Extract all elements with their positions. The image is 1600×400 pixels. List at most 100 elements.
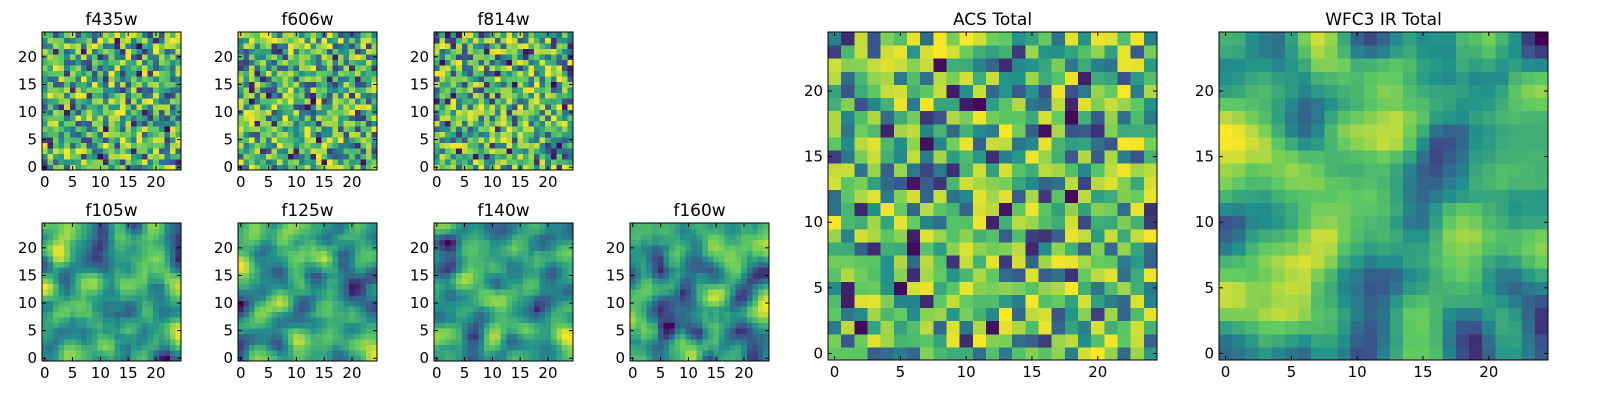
heatmap-cell — [119, 48, 126, 55]
heatmap-cell — [69, 43, 76, 50]
heatmap-cell — [53, 92, 60, 99]
heatmap-cell — [108, 278, 115, 285]
heatmap-cell — [456, 48, 463, 55]
heatmap-cell — [456, 327, 463, 334]
heatmap-cell — [696, 300, 703, 307]
heatmap-cell — [735, 261, 742, 268]
heatmap-cell — [47, 32, 54, 39]
heatmap-cell — [276, 125, 283, 132]
heatmap-cell — [58, 272, 65, 279]
heatmap-cell — [763, 311, 770, 318]
heatmap-cell — [691, 311, 698, 318]
heatmap-cell — [730, 311, 737, 318]
heatmap-cell — [959, 294, 974, 309]
heatmap-cell — [556, 228, 563, 235]
heatmap-cell — [828, 320, 842, 335]
heatmap-cell — [534, 65, 541, 72]
heatmap-cell — [718, 355, 726, 362]
heatmap-cell — [42, 228, 49, 235]
heatmap-cell — [75, 136, 82, 143]
heatmap-cell — [299, 87, 306, 94]
heatmap-cell — [321, 338, 328, 345]
heatmap-cell — [1051, 189, 1066, 204]
heatmap-cell — [445, 327, 452, 334]
heatmap-cell — [169, 283, 176, 290]
heatmap-cell — [282, 239, 289, 246]
heatmap-cell — [1104, 241, 1119, 256]
heatmap-cell — [80, 305, 87, 312]
heatmap-cell — [495, 76, 502, 83]
heatmap-cell — [338, 59, 345, 66]
heatmap-cell — [567, 59, 574, 66]
heatmap-cell — [282, 98, 289, 105]
heatmap-cell — [500, 120, 507, 127]
heatmap-cell — [164, 327, 171, 334]
heatmap-cell — [478, 272, 485, 279]
heatmap-cell — [276, 98, 283, 105]
heatmap-cell — [92, 234, 99, 241]
heatmap-cell — [539, 147, 546, 154]
heatmap-cell — [550, 355, 557, 362]
heatmap-cell — [674, 228, 681, 235]
heatmap-cell — [238, 278, 245, 285]
heatmap-cell — [92, 289, 99, 296]
heatmap-cell — [42, 131, 49, 138]
heatmap-cell — [854, 268, 868, 282]
heatmap-cell — [657, 228, 664, 235]
heatmap-cell — [528, 120, 535, 127]
heatmap-cell — [539, 261, 546, 268]
heatmap-cell — [478, 289, 485, 296]
heatmap-cell — [64, 327, 71, 334]
heatmap-cell — [164, 131, 171, 138]
heatmap-cell — [534, 289, 541, 296]
heatmap-cell — [746, 228, 753, 235]
heatmap-cell — [119, 349, 126, 356]
heatmap-cell — [304, 311, 311, 318]
heatmap-cell — [707, 327, 714, 334]
heatmap-cell — [696, 256, 703, 263]
heatmap-cell — [545, 256, 552, 263]
heatmap-cell — [271, 289, 278, 296]
heatmap-cell — [360, 59, 367, 66]
heatmap-cell — [752, 349, 759, 356]
heatmap-cell — [757, 223, 764, 230]
heatmap-cell — [484, 305, 491, 312]
heatmap-cell — [175, 120, 182, 127]
heatmap-cell — [169, 37, 176, 44]
heatmap-cell — [58, 355, 65, 362]
heatmap-cell — [42, 311, 49, 318]
heatmap-cell — [243, 239, 250, 246]
heatmap-cell — [450, 300, 457, 307]
heatmap-cell — [539, 300, 546, 307]
heatmap-cell — [260, 70, 267, 77]
heatmap-cell — [265, 43, 272, 50]
heatmap-cell — [142, 316, 149, 323]
heatmap-cell — [718, 261, 726, 268]
heatmap-cell — [282, 294, 289, 301]
heatmap-cell — [467, 228, 474, 235]
heatmap-cell — [663, 272, 670, 279]
heatmap-cell — [75, 234, 82, 241]
heatmap-cell — [668, 250, 675, 257]
heatmap-cell — [691, 322, 698, 329]
heatmap-cell — [175, 333, 182, 340]
heatmap-cell — [332, 349, 339, 356]
x-tick-label: 10 — [91, 364, 110, 382]
heatmap-cell — [472, 234, 479, 241]
heatmap-cell — [534, 228, 541, 235]
heatmap-cell — [288, 267, 295, 274]
heatmap-cell — [456, 294, 463, 301]
heatmap-cell — [75, 278, 82, 285]
heatmap-cell — [354, 267, 361, 274]
heatmap-cell — [238, 147, 245, 154]
heatmap-cell — [53, 125, 60, 132]
heatmap-cell — [746, 283, 753, 290]
heatmap-cell — [371, 43, 378, 50]
heatmap-cell — [53, 267, 60, 274]
heatmap-cell — [310, 153, 317, 160]
heatmap-cell — [58, 300, 65, 307]
heatmap-cell — [249, 223, 256, 230]
heatmap-cell — [136, 131, 143, 138]
heatmap-cell — [64, 32, 71, 39]
